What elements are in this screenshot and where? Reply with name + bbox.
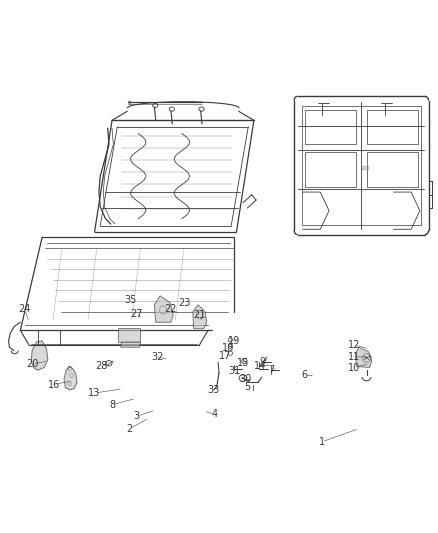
Text: 7: 7 (268, 365, 275, 375)
Text: 5: 5 (244, 382, 251, 392)
Text: 30: 30 (239, 374, 251, 384)
Text: 11: 11 (348, 352, 360, 362)
Text: 19: 19 (228, 336, 240, 346)
Text: 28: 28 (95, 361, 107, 372)
Text: 6: 6 (301, 370, 307, 381)
Polygon shape (64, 367, 77, 390)
Text: 8: 8 (109, 400, 115, 410)
Text: 21: 21 (193, 310, 205, 320)
Text: 22: 22 (164, 304, 177, 314)
Polygon shape (31, 341, 48, 370)
Text: 2: 2 (127, 424, 133, 434)
Text: 23: 23 (178, 297, 190, 308)
Text: 18: 18 (222, 343, 234, 353)
Text: 17: 17 (219, 351, 232, 361)
Text: 12: 12 (348, 340, 360, 350)
Text: 14: 14 (254, 361, 266, 371)
Text: 13: 13 (88, 388, 101, 398)
Text: 9: 9 (260, 357, 266, 367)
Text: 200: 200 (361, 166, 371, 171)
Text: 15: 15 (237, 358, 249, 368)
Text: 35: 35 (125, 295, 137, 305)
Text: 4: 4 (212, 409, 218, 419)
Polygon shape (121, 342, 141, 348)
Text: 27: 27 (130, 309, 142, 319)
Text: 24: 24 (18, 304, 31, 314)
Text: 10: 10 (348, 362, 360, 373)
Text: 1: 1 (318, 437, 325, 447)
Polygon shape (118, 328, 140, 342)
Polygon shape (193, 305, 207, 329)
Text: 20: 20 (26, 359, 38, 369)
Text: 31: 31 (228, 366, 240, 376)
Text: 32: 32 (151, 352, 163, 362)
Polygon shape (355, 348, 372, 368)
Text: 16: 16 (48, 379, 60, 390)
Text: 3: 3 (133, 411, 139, 422)
Text: 33: 33 (207, 385, 219, 395)
Polygon shape (154, 296, 173, 322)
